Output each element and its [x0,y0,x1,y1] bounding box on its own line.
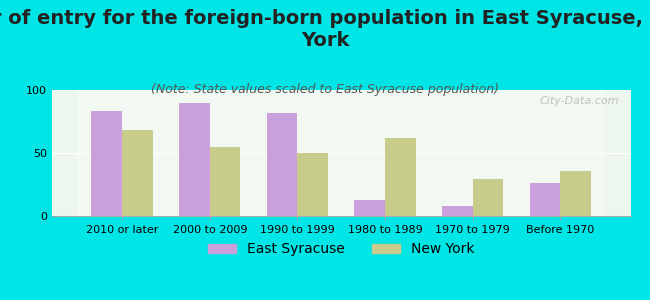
Bar [442,206,473,216]
Bar [560,171,591,216]
Bar [266,113,298,216]
Bar [298,153,328,216]
Legend: East Syracuse, New York: East Syracuse, New York [202,237,480,262]
Bar [122,130,153,216]
Bar [92,111,122,216]
Bar [354,200,385,216]
Bar [530,183,560,216]
Bar [385,138,416,216]
Text: City-Data.com: City-Data.com [540,96,619,106]
Text: (Note: State values scaled to East Syracuse population): (Note: State values scaled to East Syrac… [151,82,499,95]
Text: Year of entry for the foreign-born population in East Syracuse, New
York: Year of entry for the foreign-born popul… [0,9,650,50]
Bar [210,147,240,216]
Bar [179,103,210,216]
Bar [473,179,503,216]
